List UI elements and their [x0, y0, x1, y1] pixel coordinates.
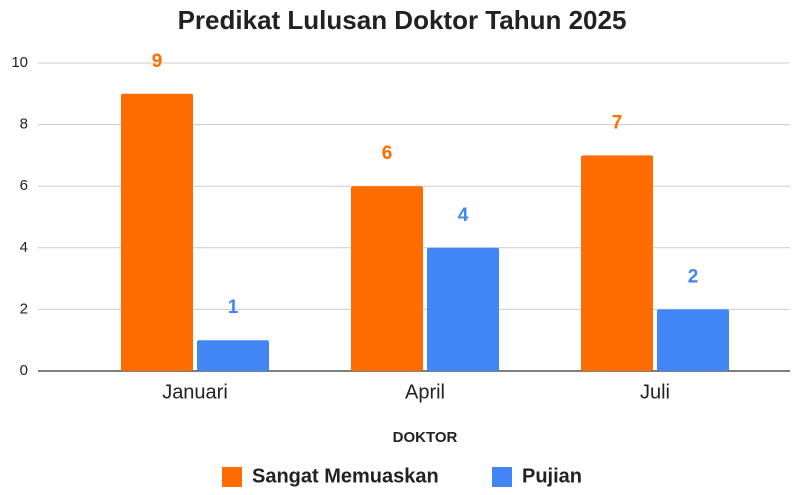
- data-label: 6: [382, 143, 393, 164]
- y-tick-label: 10: [11, 54, 28, 71]
- y-tick-label: 6: [20, 177, 28, 194]
- bar: [121, 93, 193, 372]
- x-tick-label: Januari: [162, 381, 228, 403]
- bar: [581, 155, 653, 371]
- data-label: 9: [152, 51, 163, 72]
- legend-label: Sangat Memuaskan: [252, 465, 439, 487]
- y-tick-label: 4: [20, 239, 28, 256]
- x-axis-title: DOKTOR: [393, 429, 458, 446]
- legend-label: Pujian: [522, 465, 582, 487]
- data-label: 2: [688, 266, 699, 287]
- x-tick-label: April: [405, 381, 445, 403]
- bar: [657, 309, 729, 371]
- y-tick-label: 0: [20, 362, 28, 379]
- data-label: 7: [612, 112, 623, 133]
- legend-swatch: [492, 467, 512, 487]
- bar: [351, 186, 423, 371]
- data-label: 4: [458, 205, 469, 226]
- y-tick-label: 8: [20, 116, 28, 133]
- legend-swatch: [222, 467, 242, 487]
- chart-title: Predikat Lulusan Doktor Tahun 2025: [178, 5, 627, 35]
- data-label: 1: [228, 297, 239, 318]
- y-tick-label: 2: [20, 300, 28, 317]
- bar: [197, 340, 269, 371]
- bar: [427, 247, 499, 371]
- x-tick-label: Juli: [640, 381, 670, 403]
